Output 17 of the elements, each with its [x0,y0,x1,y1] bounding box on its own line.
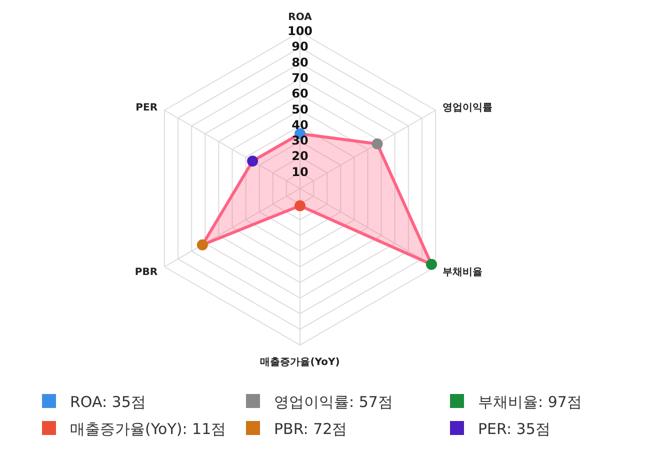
y-tick-label: 80 [292,55,308,70]
y-tick-label: 90 [292,40,308,54]
y-tick-label: 100 [287,24,313,38]
y-tick-label: 40 [292,118,308,132]
y-tick-label: 30 [292,134,308,148]
y-tick-label: 70 [292,70,308,85]
spoke-label: 영업이익률 [442,102,492,114]
spoke-label: 매출증가율(YoY) [260,357,340,368]
y-tick-label: 10 [292,164,308,179]
y-tick-label: 20 [292,149,308,164]
spoke-label: 부채비율 [442,266,482,278]
spoke-label: ROA [288,12,312,23]
spoke-label: PER [136,102,158,114]
y-tick-label: 50 [292,102,308,116]
y-tick-label: 60 [292,86,308,101]
spoke-label: PBR [134,266,158,278]
notes: ROA: 35점 영업이익률: 57점 부채비율: 97점 매출증가율(YoY): 11점 PBR: 72점 PER: 35점 [42,393,582,438]
